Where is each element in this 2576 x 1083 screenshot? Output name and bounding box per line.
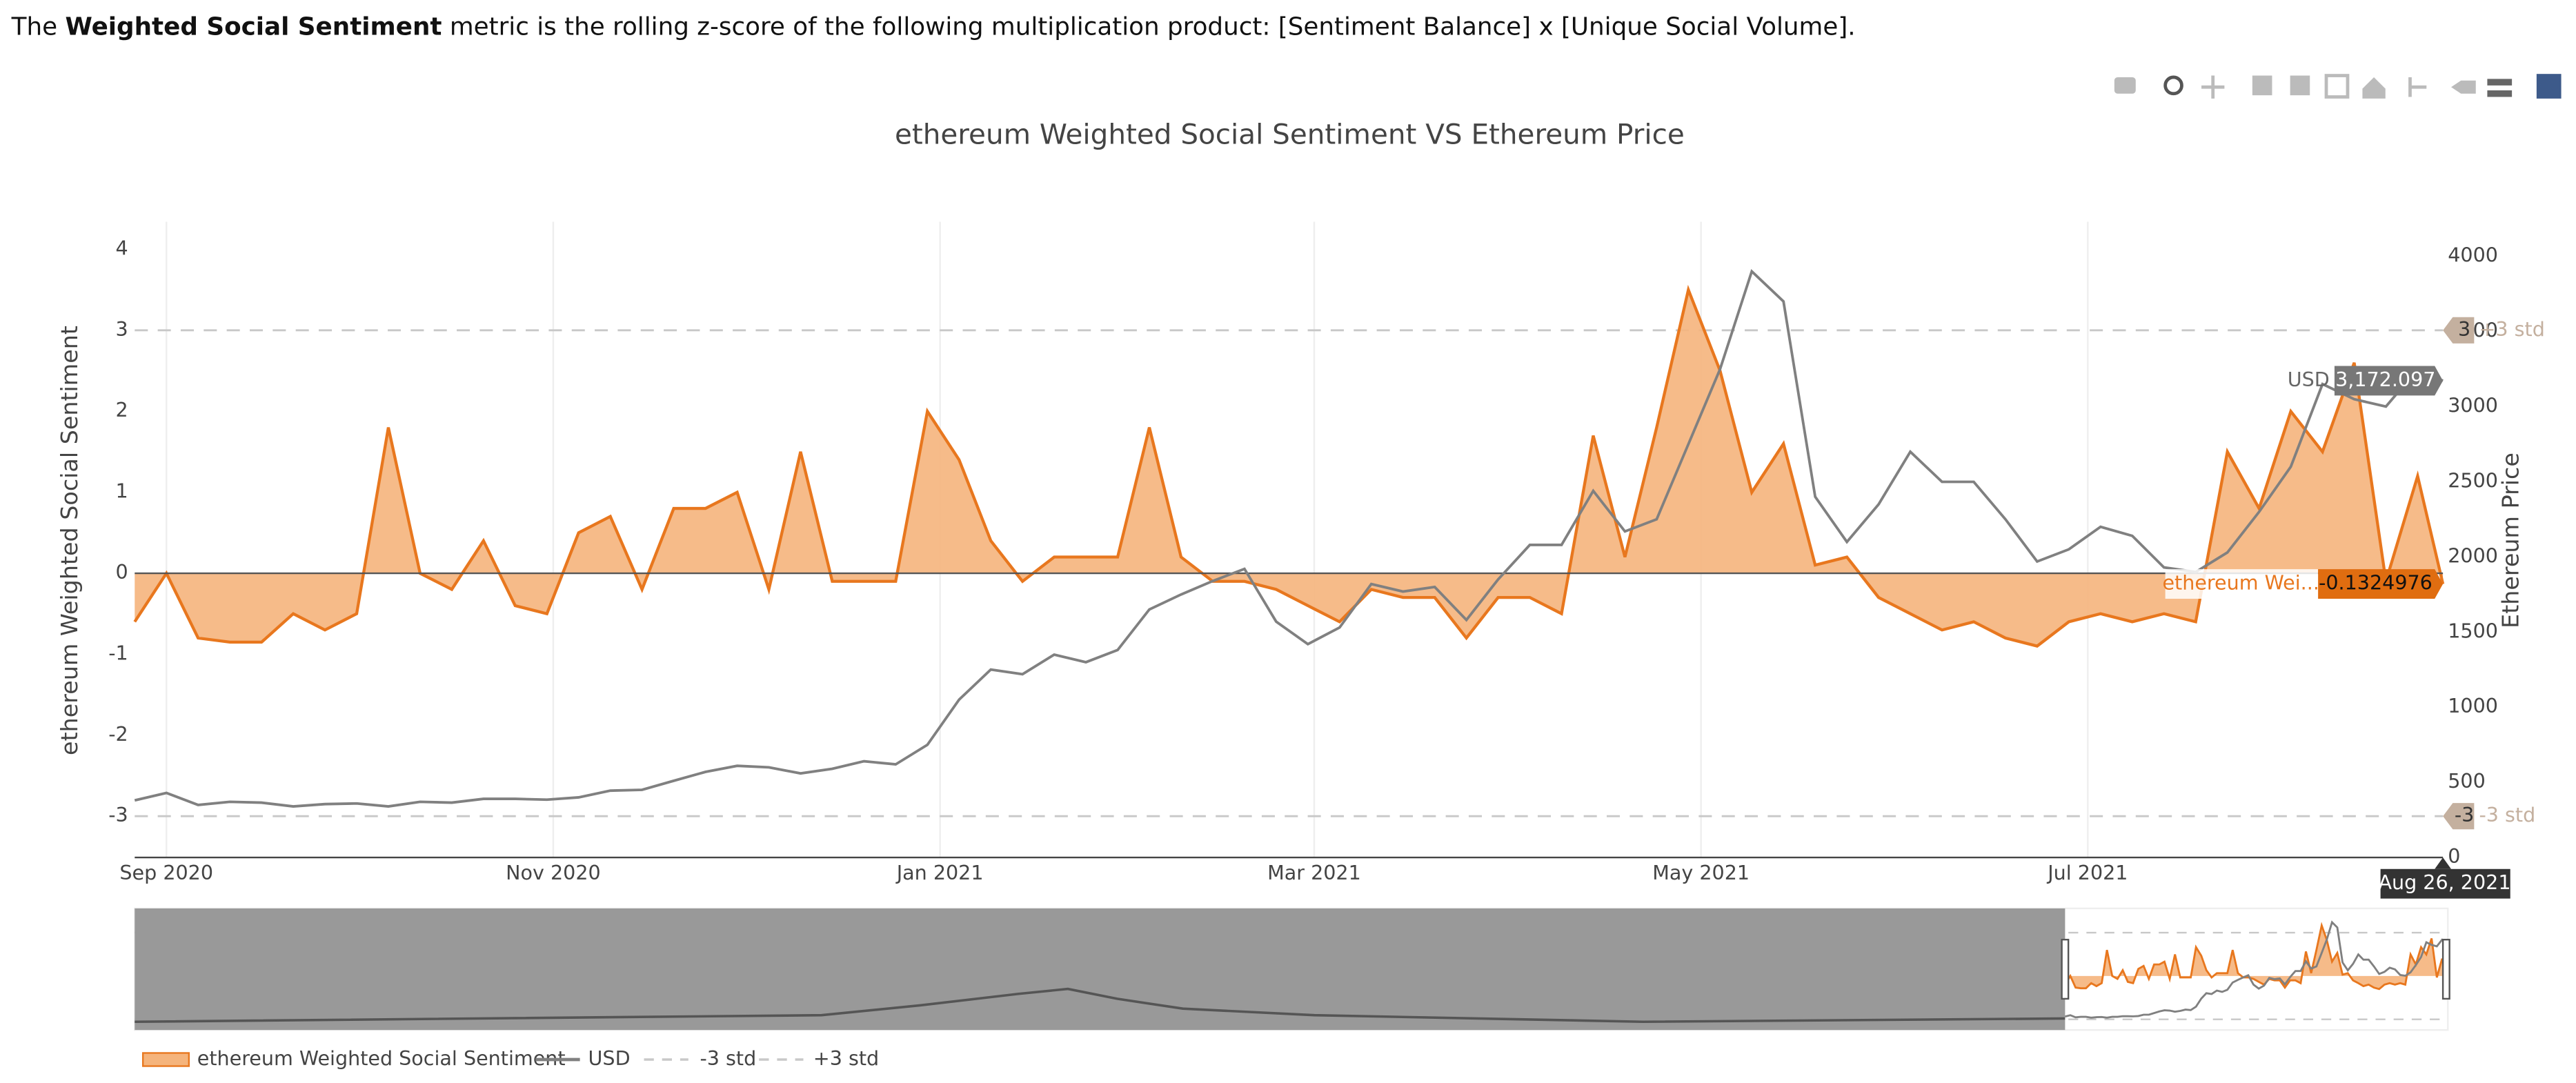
spike-icon[interactable] [2408,77,2427,97]
y2-tick-label: 1000 [2448,694,2498,717]
zoom-icon[interactable] [2163,75,2183,96]
slider-sentiment-line [2064,922,2448,991]
std-tag [2443,803,2475,830]
y-tick-label: 0 [116,560,128,584]
y-tick-label: 2 [116,398,128,421]
plotly-logo[interactable] [2536,74,2562,99]
x-tick-label: Sep 2020 [119,861,213,884]
y2-tick-label: 3000 [2448,393,2498,417]
slider-sentiment-line-fill [2065,925,2446,989]
legend-swatch-sentiment[interactable] [141,1052,190,1067]
sentiment-line-fill [135,290,2444,646]
y2-tick-label: 1500 [2448,619,2498,642]
x-tick-label: Mar 2021 [1267,861,1361,884]
hover-date-arrow [2435,857,2452,869]
y-tick-label: -3 [108,803,128,826]
y2-tick-label: 0 [2448,844,2460,868]
hover-compare-icon[interactable] [2487,79,2513,97]
zoom-out-icon[interactable] [2290,75,2310,96]
modebar[interactable] [2114,74,2562,99]
hover-usd-value: 3,172.097 [2335,368,2435,391]
std-tag-value: -3 [2455,803,2474,826]
y-tick-label: 4 [116,236,128,259]
legend-label[interactable]: ethereum Weighted Social Sentiment [197,1046,566,1070]
hover-closest-icon[interactable] [2451,80,2476,94]
intro-text: The Weighted Social Sentiment metric is … [11,12,1856,41]
chart-title: ethereum Weighted Social Sentiment VS Et… [895,118,1685,151]
hover-usd-box [2334,366,2444,396]
intro-bold: Weighted Social Sentiment [65,12,442,41]
std-tag-text: +3 std [2479,317,2544,341]
x-tick-label: Jul 2021 [2046,861,2128,884]
y2-axis-label: Ethereum Price [2497,453,2524,628]
y2-tick-label: 2500 [2448,468,2498,492]
x-tick-label: May 2021 [1652,861,1750,884]
autoscale-icon[interactable] [2324,74,2350,99]
std-tag-value: 3 [2458,317,2470,341]
pan-icon[interactable] [2201,75,2225,99]
hover-date: Aug 26, 2021 [2378,871,2510,894]
slider-history [135,987,2065,1024]
y-axis-label: ethereum Weighted Social Sentiment [56,326,83,755]
hover-sentiment-name: ethereum Wei... [2162,571,2319,595]
y2-tick-label: 2000 [2448,544,2498,567]
hover-usd-name: USD [2288,368,2330,391]
y-tick-label: 3 [116,317,128,341]
hover-sentiment-name-bg [2165,569,2319,599]
slider-mask[interactable] [135,908,2065,1031]
std-tag [2443,317,2475,344]
legend-label[interactable]: USD [588,1046,631,1070]
legend-label[interactable]: -3 std [700,1046,756,1070]
std-tag-text: -3 std [2479,803,2535,826]
zoom-in-icon[interactable] [2252,75,2272,96]
x-tick-label: Jan 2021 [895,861,984,884]
slider-handle[interactable] [2061,938,2070,1000]
intro-after: metric is the rolling z-score of the fol… [442,12,1855,41]
slider-handle[interactable] [2441,938,2450,1000]
x-tick-label: Nov 2020 [506,861,601,884]
y2-tick-label: 4000 [2448,244,2498,267]
y-tick-label: -2 [108,722,128,746]
price-line [134,268,2444,808]
y-tick-label: 1 [116,479,128,503]
reset-icon[interactable] [2362,77,2386,99]
hover-sentiment-box [2318,569,2444,599]
hover-sentiment-value: -0.1324976 [2319,571,2433,595]
hover-date-box [2380,868,2510,899]
y-tick-label: -1 [108,641,128,664]
intro-before: The [11,12,66,41]
slider-price-line [2065,920,2447,1019]
y2-tick-label: 500 [2448,769,2486,793]
legend-label[interactable]: +3 std [813,1046,879,1070]
camera-icon[interactable] [2114,77,2136,94]
sentiment-line [133,284,2445,648]
